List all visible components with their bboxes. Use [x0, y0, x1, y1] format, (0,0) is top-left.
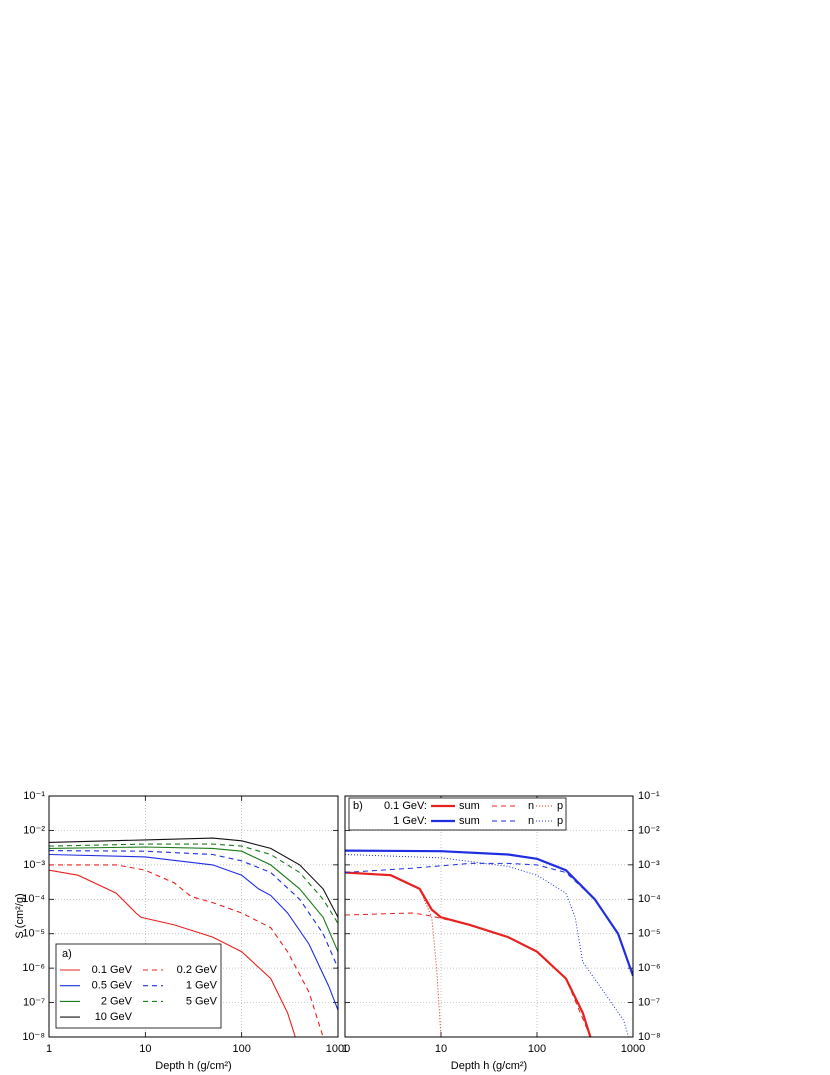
x-tick-label: 10	[435, 1043, 447, 1055]
y-tick-label: 10⁻¹	[638, 790, 660, 802]
legend-label: p	[557, 815, 563, 827]
legend-label: 1 GeV	[186, 980, 218, 992]
series-line	[49, 846, 338, 952]
series-line	[49, 850, 338, 969]
x-axis-label: Depth h (g/cm²)	[155, 1060, 231, 1072]
legend-box	[55, 943, 222, 1029]
series-line	[345, 872, 442, 1037]
y-tick-label: 10⁻³	[23, 859, 45, 871]
legend-label: 0.1 GeV	[92, 964, 133, 976]
legend-box	[348, 797, 567, 831]
legend-label: p	[557, 800, 563, 812]
plot-area	[345, 849, 633, 1037]
y-tick-label: 10⁻³	[638, 859, 660, 871]
x-tick-label: 100	[528, 1043, 546, 1055]
legend-label: 5 GeV	[186, 995, 218, 1007]
x-tick-label: 100	[232, 1043, 250, 1055]
legend-group-label: 0.1 GeV:	[384, 800, 427, 812]
series-line	[49, 837, 338, 918]
y-tick-label: 10⁻⁵	[638, 928, 661, 940]
x-tick-label: 1	[342, 1043, 348, 1055]
x-tick-label: 10	[139, 1043, 151, 1055]
plot-area	[49, 837, 338, 1037]
x-tick-label: 1000	[621, 1043, 645, 1055]
series-line	[345, 871, 592, 1037]
legend-label: sum	[459, 800, 480, 812]
y-tick-label: 10⁻⁸	[638, 1031, 661, 1043]
y-tick-label: 10⁻⁸	[22, 1031, 45, 1043]
y-tick-label: 10⁻⁵	[22, 928, 45, 940]
series-line	[345, 854, 630, 1037]
panel-label: a)	[62, 948, 72, 960]
legend-label: 2 GeV	[101, 995, 133, 1007]
series-line	[49, 864, 324, 1037]
legend-label: sum	[459, 815, 480, 827]
series-line	[49, 853, 338, 1011]
y-tick-label: 10⁻⁷	[23, 996, 45, 1008]
y-axis-label: S (cm²/g)	[14, 893, 26, 938]
series-line	[49, 843, 338, 924]
x-tick-label: 1	[46, 1043, 52, 1055]
legend-label: 0.5 GeV	[92, 980, 133, 992]
panel-label: b)	[353, 800, 363, 812]
y-tick-label: 10⁻¹	[23, 790, 45, 802]
y-tick-label: 10⁻²	[638, 824, 660, 836]
x-axis-label: Depth h (g/cm²)	[451, 1060, 527, 1072]
y-tick-label: 10⁻⁴	[22, 893, 45, 905]
legend-label: 10 GeV	[95, 1011, 133, 1023]
legend-group-label: 1 GeV:	[393, 815, 427, 827]
series-line	[345, 912, 591, 1037]
y-tick-label: 10⁻⁴	[638, 893, 661, 905]
y-tick-label: 10⁻⁷	[638, 996, 660, 1008]
plot-frame	[344, 795, 634, 1038]
y-tick-label: 10⁻⁶	[22, 962, 45, 974]
legend-label: n	[528, 815, 534, 827]
series-line	[49, 869, 296, 1037]
legend-label: n	[528, 800, 534, 812]
plot-frame	[48, 795, 339, 1038]
series-line	[345, 862, 633, 976]
y-tick-label: 10⁻²	[23, 824, 45, 836]
y-tick-label: 10⁻⁶	[638, 962, 661, 974]
legend-label: 0.2 GeV	[177, 964, 218, 976]
x-tick-label: 1000	[326, 1043, 350, 1055]
series-line	[345, 849, 633, 977]
